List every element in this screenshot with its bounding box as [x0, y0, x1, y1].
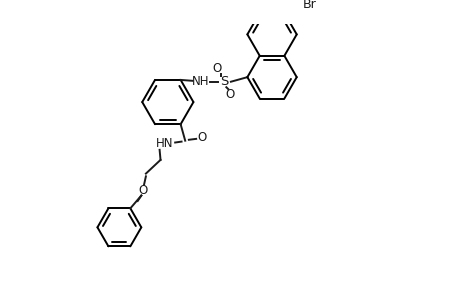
Text: O: O — [138, 184, 147, 196]
Text: Br: Br — [302, 0, 316, 11]
Text: NH: NH — [191, 75, 209, 88]
Text: S: S — [220, 75, 228, 88]
Text: O: O — [196, 131, 206, 144]
Text: O: O — [225, 88, 234, 101]
Text: O: O — [212, 62, 221, 75]
Text: HN: HN — [156, 137, 174, 150]
